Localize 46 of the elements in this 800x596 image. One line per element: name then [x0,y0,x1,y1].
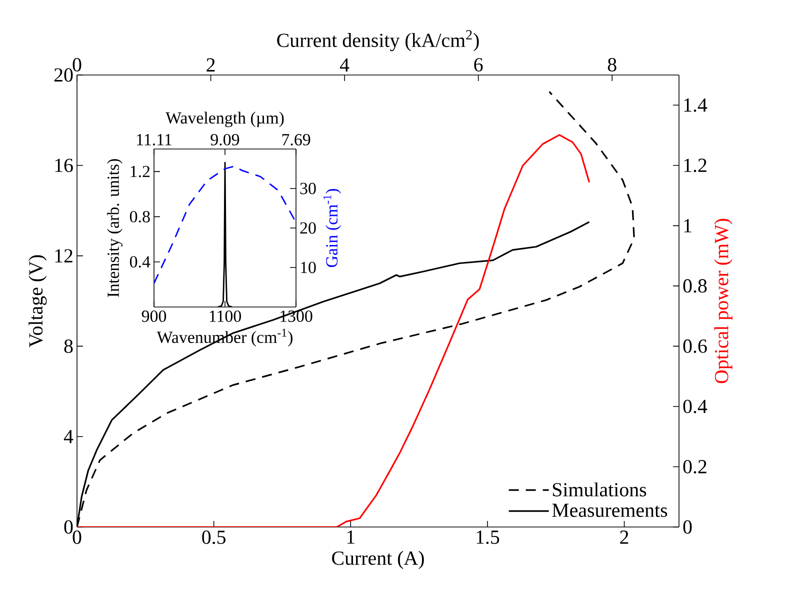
x-tick-label: 1 [347,530,354,544]
line-series [154,166,296,284]
x2-tick-label: 2 [206,58,215,72]
y2-tick-label: 0.6 [683,339,707,353]
x2-tick-label: 9.09 [210,134,240,146]
y-tick-label: 8 [64,339,73,353]
y2-tick-label: 0.2 [683,460,706,474]
y2-tick-label: 0.4 [683,400,708,414]
x-tick-label: 0 [72,530,82,544]
y-tick-label: 0.8 [130,210,150,222]
x2-axis-title: Current density (kA/cm$^{2}$) [277,30,479,52]
y2-tick-label: 0 [683,520,692,534]
y-tick-label: 12 [55,249,72,262]
x-tick-label: 1100 [210,310,241,322]
y2-tick-label: 1 [684,219,692,232]
x-tick-label: 1300 [280,310,312,322]
x-tick-label: 2 [620,530,628,544]
y2-axis-title: Gain (cm$^{-1}$) [323,188,341,268]
y2-tick-label: 20 [300,222,316,234]
y-tick-label: 4 [64,430,74,444]
y-tick-label: 0 [64,520,73,534]
y2-tick-label: 1.4 [684,98,708,112]
x2-tick-label: 8 [608,58,616,72]
y2-tick-label: 30 [300,182,316,194]
y-tick-label: 1.2 [130,166,150,178]
x2-tick-label: 6 [474,58,483,72]
x2-tick-label: 0 [72,58,82,72]
x2-tick-label: 4 [340,58,350,72]
x-tick-label: 1.5 [476,530,500,544]
y2-tick-label: 0.8 [683,279,707,293]
x-axis-title: Current (A) [332,550,424,569]
legend-label: Measurements [552,504,668,517]
x2-tick-label: 11.11 [137,134,172,146]
y2-tick-label: 10 [301,262,316,274]
x2-tick-label: 7.69 [282,134,310,146]
y-tick-label: 20 [54,68,73,82]
y2-axis-title: Optical power (mW) [714,218,732,384]
x-tick-label: 900 [142,310,166,322]
y-tick-label: 16 [55,158,73,172]
x-tick-label: 0.5 [202,530,226,544]
y-axis-title: Voltage (V) [28,255,47,348]
x2-axis-title: Wavelength (µm) [166,112,284,128]
y2-tick-label: 1.2 [684,158,706,172]
legend-label: Simulations [552,482,646,496]
y-tick-label: 0.4 [130,256,150,268]
y-axis-title: Intensity (arb. units) [107,159,122,297]
